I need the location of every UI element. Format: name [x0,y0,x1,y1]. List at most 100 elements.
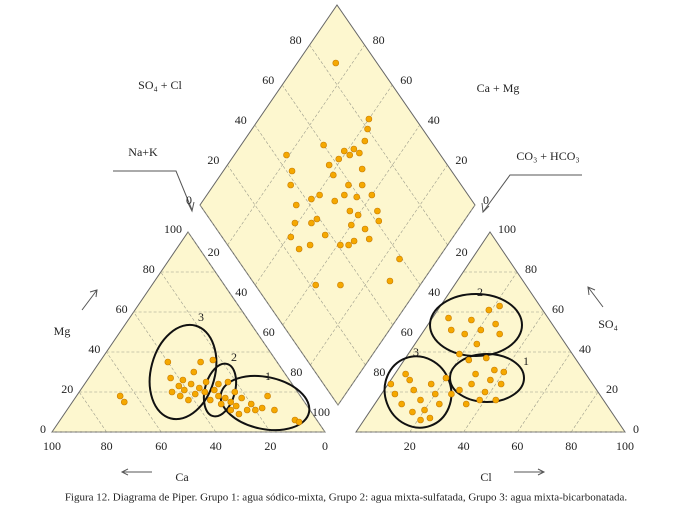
sample-point [365,235,373,243]
sample-point [164,358,172,366]
sample-point [436,400,443,408]
sample-point [445,314,452,322]
arrow-head [481,202,490,214]
sample-point [191,390,199,398]
sample-point [258,404,266,412]
sample-point [356,149,363,157]
sample-point [325,161,333,169]
sample-point [209,356,217,364]
sample-point [332,59,340,67]
sample-point [375,217,383,225]
sample-point [308,219,315,227]
tick-label: 40 [428,285,440,299]
sample-point [346,151,354,159]
tick-label: 20 [456,245,468,259]
sample-point [227,398,235,406]
grid-line [133,311,217,433]
group-outline [429,293,523,357]
sample-point [365,115,373,123]
axis-label: Mg [54,324,71,338]
sample-point [442,374,450,382]
x-tick-label: 0 [322,439,328,453]
sample-point [461,330,469,338]
caption: Figura 12. Diagrama de Piper. Grupo 1: a… [65,492,628,504]
grid-line [310,164,448,366]
y-tick-label: 0 [633,422,639,436]
sample-point [295,245,303,253]
sample-point [345,241,352,249]
tick-label: 80 [373,365,385,379]
tick-label: 60 [401,325,413,339]
sample-point [235,410,243,418]
sample-point [417,416,424,424]
sample-point [202,378,210,386]
tick-label: 0 [186,193,192,207]
y-tick-label: 100 [498,222,516,236]
sample-point [187,380,195,388]
sample-point [426,414,434,422]
grid-line [106,351,162,433]
tick-label: 80 [290,365,302,379]
sample-point [271,406,278,414]
grid-line [199,204,339,406]
sample-point [120,398,128,406]
sample-point [247,400,255,408]
sample-point [337,281,344,289]
sample-point [447,326,455,334]
sample-point [410,386,418,394]
tick-label: 60 [262,73,274,87]
axis-label: Na+K [128,145,158,159]
sample-point [312,281,320,289]
y-tick-label: 0 [40,422,46,436]
sample-point [465,356,473,364]
group-outline [219,374,311,432]
axis-label: Ca + Mg [477,81,520,95]
sample-point [481,388,489,396]
sample-point [252,406,259,414]
sample-point [179,376,187,384]
grid-line [254,124,394,326]
sample-point [417,396,424,404]
sample-point [224,378,232,386]
sample-point [374,207,381,215]
y-tick-label: 80 [525,262,537,276]
sample-point [292,201,300,209]
sample-point [500,368,508,376]
sample-point [477,326,485,334]
x-tick-label: 80 [565,439,577,453]
x-tick-label: 40 [458,439,470,453]
sample-point [201,388,209,396]
sample-point [350,237,358,245]
sample-point [368,191,376,199]
sample-point [337,241,344,249]
group-label: 1 [265,369,271,383]
sample-point [398,400,405,408]
sample-point [306,241,314,249]
sample-point [341,191,348,199]
y-tick-label: 60 [116,302,128,316]
sample-point [176,392,184,400]
x-tick-label: 100 [616,439,634,453]
sample-point [167,374,174,382]
sample-point [321,231,329,239]
y-tick-label: 60 [552,302,564,316]
group-label: 2 [231,350,237,364]
sample-point [347,221,355,229]
sample-point [217,400,225,408]
grid-line [187,231,326,433]
sample-point [308,195,315,203]
sample-point [264,392,271,400]
anion-triangle [355,231,626,433]
sample-point [456,350,463,358]
sample-point [288,167,296,175]
sample-point [497,380,505,388]
na-k-pointer [113,170,193,211]
sample-point [340,147,348,155]
sample-point [346,207,354,215]
axis-label: Ca [175,470,189,484]
sample-point [227,406,235,414]
sample-point [391,390,399,398]
sample-point [215,380,222,388]
sample-point [196,384,203,392]
sample-point [492,396,500,404]
